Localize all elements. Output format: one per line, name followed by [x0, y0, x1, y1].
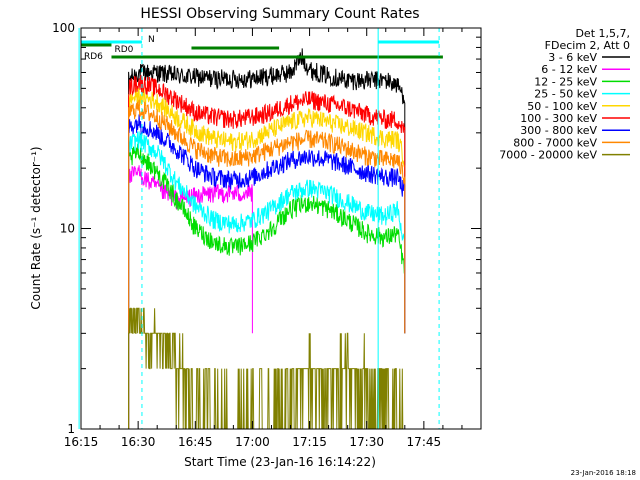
series-line-0	[128, 48, 406, 429]
legend-header-1: FDecim 2, Att 0	[545, 39, 630, 52]
y-tick-label: 10	[60, 222, 75, 236]
y-axis: 1 10 100	[52, 21, 481, 436]
legend-label-2: 12 - 25 keV	[534, 75, 597, 88]
y-axis-label: Count Rate (s⁻¹ detector⁻¹)	[29, 146, 43, 309]
x-tick-label: 17:00	[235, 435, 270, 449]
series-line-3	[128, 131, 406, 429]
x-tick-label: 16:15	[64, 435, 99, 449]
legend-label-8: 7000 - 20000 keV	[499, 149, 597, 162]
series-line-5	[128, 75, 406, 429]
chart-title: HESSI Observing Summary Count Rates	[140, 6, 419, 22]
x-tick-label: 17:15	[292, 435, 327, 449]
series-layer	[128, 48, 406, 429]
date-stamp: 23-Jan-2016 18:18	[571, 469, 636, 477]
x-tick-label: 16:30	[121, 435, 156, 449]
legend-label-7: 800 - 7000 keV	[513, 136, 597, 149]
legend-label-6: 300 - 800 keV	[520, 124, 597, 137]
legend-label-5: 100 - 300 keV	[520, 112, 597, 125]
x-tick-label: 17:45	[407, 435, 442, 449]
legend-label-3: 25 - 50 keV	[534, 88, 597, 101]
series-line-6	[128, 114, 406, 429]
series-line-8	[128, 307, 405, 429]
y-tick-label: 100	[52, 21, 75, 35]
annotation-layer: N RD0 RD6	[78, 28, 443, 429]
plot-area: N RD0 RD6	[78, 27, 482, 430]
legend-label-1: 6 - 12 keV	[541, 63, 597, 76]
series-line-1	[128, 165, 253, 429]
annotation-label-rd0: RD0	[114, 45, 133, 55]
legend-label-4: 50 - 100 keV	[527, 100, 597, 113]
x-tick-label: 17:30	[349, 435, 384, 449]
series-line-2	[128, 143, 406, 429]
annotation-label-rd6: RD6	[84, 52, 103, 62]
legend-header-0: Det 1,5,7,	[575, 27, 630, 40]
series-line-4	[128, 87, 406, 429]
x-axis: 16:15 16:30 16:45 17:00 17:15 17:30 17:45	[64, 28, 463, 449]
y-tick-label: 1	[67, 422, 75, 436]
x-axis-label: Start Time (23-Jan-16 16:14:22)	[184, 455, 376, 469]
legend-label-0: 3 - 6 keV	[548, 51, 597, 64]
x-tick-label: 16:45	[178, 435, 213, 449]
series-line-7	[128, 99, 406, 429]
annotation-label-n: N	[148, 35, 155, 45]
